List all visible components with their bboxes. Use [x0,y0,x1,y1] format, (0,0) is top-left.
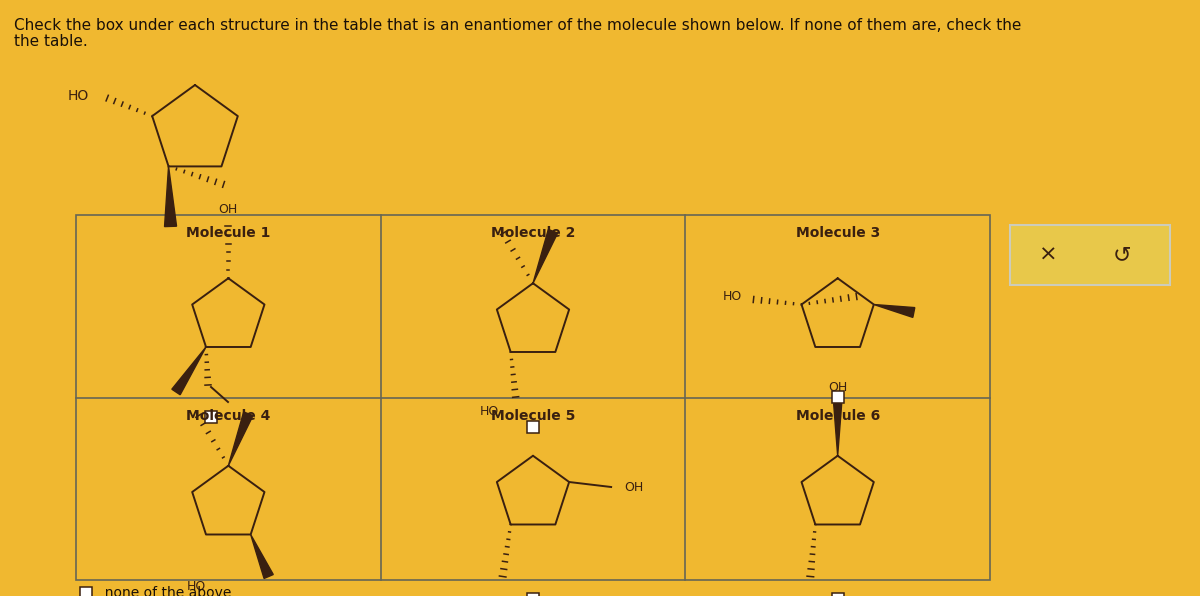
Text: OH: OH [218,203,238,216]
Text: HO: HO [68,89,89,103]
Bar [80,587,92,596]
Text: Molecule 6: Molecule 6 [796,408,880,423]
Text: ↺: ↺ [1112,245,1132,265]
Text: HO: HO [186,580,205,593]
Text: Molecule 4: Molecule 4 [186,408,270,423]
Text: the table.: the table. [14,34,88,49]
Text: none of the above: none of the above [96,586,232,596]
Polygon shape [164,166,176,226]
Bar [1010,225,1170,285]
Polygon shape [834,403,841,456]
Bar [205,411,217,423]
Bar [527,421,539,433]
Bar [832,594,844,596]
Text: Check the box under each structure in the table that is an enantiomer of the mol: Check the box under each structure in th… [14,18,1021,33]
Text: HO: HO [480,405,499,418]
Polygon shape [228,412,253,465]
Bar [832,391,844,403]
Text: ×: × [1039,245,1057,265]
Polygon shape [251,535,274,579]
Polygon shape [874,305,914,318]
Text: Molecule 2: Molecule 2 [491,226,575,240]
Polygon shape [533,229,558,283]
Text: Molecule 1: Molecule 1 [186,226,270,240]
Bar [527,594,539,596]
Text: OH: OH [828,381,847,394]
Text: Molecule 5: Molecule 5 [491,408,575,423]
Text: OH: OH [624,480,643,493]
Text: Molecule 3: Molecule 3 [796,226,880,240]
Polygon shape [172,347,206,395]
Text: HO: HO [722,290,742,303]
Bar [76,215,990,580]
